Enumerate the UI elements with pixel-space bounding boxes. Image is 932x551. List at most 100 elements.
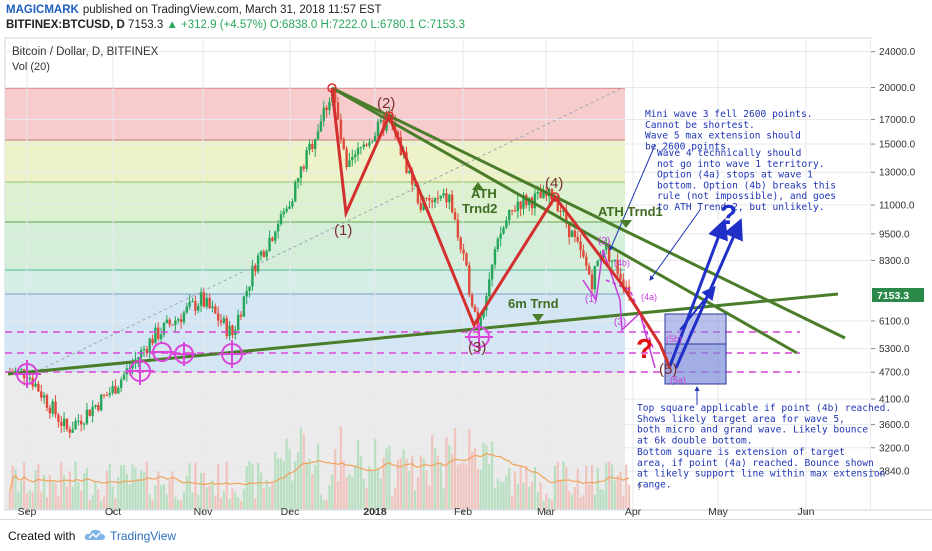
trend-label-6m: 6m Trnd bbox=[508, 296, 559, 311]
volume-bar bbox=[530, 481, 534, 509]
volume-bar bbox=[368, 465, 371, 509]
candle-body bbox=[488, 279, 491, 297]
volume-bar bbox=[177, 499, 180, 509]
volume-bar bbox=[28, 489, 31, 509]
price-chart[interactable]: 24000.0 20000.0 17000.0 15000.0 13000.0 11000… bbox=[0, 36, 932, 519]
candle-body bbox=[365, 144, 368, 146]
candle-body bbox=[473, 306, 477, 312]
volume-bar bbox=[513, 471, 517, 509]
candle-body bbox=[413, 184, 417, 186]
volume-bar bbox=[40, 491, 43, 509]
wave-label-2: (2) bbox=[377, 95, 395, 112]
candle-body bbox=[465, 253, 468, 266]
volume-bar bbox=[254, 498, 257, 509]
volume-bar bbox=[545, 493, 548, 509]
candle-body bbox=[197, 305, 200, 311]
candle-body bbox=[302, 166, 305, 169]
volume-bar bbox=[465, 464, 468, 509]
candle-body bbox=[496, 238, 500, 250]
x-tick-label: Sep bbox=[18, 506, 37, 518]
volume-bar bbox=[439, 462, 442, 509]
wave-label-3: (3) bbox=[468, 339, 486, 356]
volume-bar bbox=[128, 484, 131, 509]
tradingview-cloud-icon bbox=[84, 529, 105, 540]
y-tick-label: 11000.0 bbox=[879, 201, 915, 212]
candle-body bbox=[565, 209, 568, 224]
volume-bar bbox=[425, 470, 428, 509]
tradingview-link[interactable]: TradingView bbox=[110, 529, 177, 543]
volume-bar bbox=[20, 481, 23, 509]
volume-bar bbox=[265, 479, 268, 509]
volume-bar bbox=[379, 478, 382, 509]
chart-header: MAGICMARK published on TradingView.com, M… bbox=[0, 0, 932, 36]
volume-bar bbox=[445, 436, 448, 509]
volume-bar bbox=[199, 472, 203, 509]
volume-bar bbox=[596, 468, 599, 509]
candle-body bbox=[314, 138, 317, 149]
question-mark-small: ? bbox=[637, 483, 642, 492]
candle-body bbox=[599, 258, 602, 261]
volume-bar bbox=[194, 462, 197, 509]
candle-body bbox=[88, 409, 91, 416]
volume-bar bbox=[593, 494, 596, 509]
candle-body bbox=[151, 338, 154, 344]
volume-bar bbox=[371, 470, 374, 509]
volume-bar bbox=[202, 472, 206, 509]
volume-bar bbox=[188, 463, 191, 509]
volume-bar bbox=[605, 462, 608, 509]
volume-bar bbox=[222, 491, 225, 509]
volume-bar bbox=[279, 458, 283, 509]
candle-body bbox=[54, 401, 57, 415]
volume-bar bbox=[471, 451, 474, 509]
candle-body bbox=[373, 135, 377, 142]
y-tick-label: 15000.0 bbox=[879, 140, 916, 151]
volume-bar bbox=[505, 475, 508, 509]
candle-body bbox=[536, 191, 539, 194]
volume-bar bbox=[142, 472, 146, 509]
candle-body bbox=[108, 393, 111, 396]
volume-bar bbox=[559, 479, 562, 509]
volume-bar bbox=[282, 461, 285, 509]
last-price-tag bbox=[872, 288, 924, 302]
candle-body bbox=[279, 214, 283, 225]
volume-ma-line bbox=[9, 452, 630, 492]
candle-body bbox=[285, 208, 288, 212]
price-axis[interactable] bbox=[871, 38, 932, 510]
volume-bar bbox=[459, 463, 462, 509]
volume-bar bbox=[622, 495, 625, 509]
candle-body bbox=[450, 194, 454, 213]
volume-bar bbox=[576, 468, 579, 509]
candle-body bbox=[622, 279, 625, 287]
chart-subtitle: Vol (20) bbox=[12, 61, 50, 73]
volume-bar bbox=[399, 458, 402, 509]
candle-body bbox=[208, 297, 211, 309]
micro-label-4b: (4b) bbox=[614, 258, 630, 268]
wave-2-marker bbox=[384, 111, 394, 121]
volume-bar bbox=[162, 484, 166, 509]
volume-bar bbox=[456, 464, 459, 509]
volume-bar bbox=[151, 500, 154, 509]
volume-bar bbox=[308, 458, 311, 509]
candle-body bbox=[179, 319, 183, 323]
note-bottom-square: Bottom square is extension of target area… bbox=[637, 447, 885, 490]
author-name[interactable]: MAGICMARK bbox=[6, 4, 79, 16]
candle-body bbox=[68, 429, 72, 433]
candle-body bbox=[102, 394, 106, 396]
volume-bar bbox=[476, 468, 479, 509]
volume-bar bbox=[8, 491, 11, 509]
candle-body bbox=[20, 369, 23, 371]
volume-bar bbox=[91, 495, 94, 509]
last-price-tag-label: 7153.3 bbox=[877, 290, 909, 302]
volume-bar bbox=[54, 483, 57, 509]
volume-bar bbox=[234, 492, 237, 509]
volume-bar bbox=[131, 464, 134, 509]
candle-body bbox=[627, 286, 631, 296]
ohlc-open: O:6838.0 bbox=[269, 19, 318, 31]
candle-body bbox=[462, 249, 465, 254]
micro-label-5a: (5a) bbox=[670, 375, 686, 385]
micro-label-4a: (4a) bbox=[641, 292, 657, 302]
candle-body bbox=[91, 406, 94, 416]
y-tick-label: 4100.0 bbox=[879, 395, 910, 406]
volume-bar bbox=[325, 499, 328, 509]
candle-body bbox=[162, 323, 166, 335]
